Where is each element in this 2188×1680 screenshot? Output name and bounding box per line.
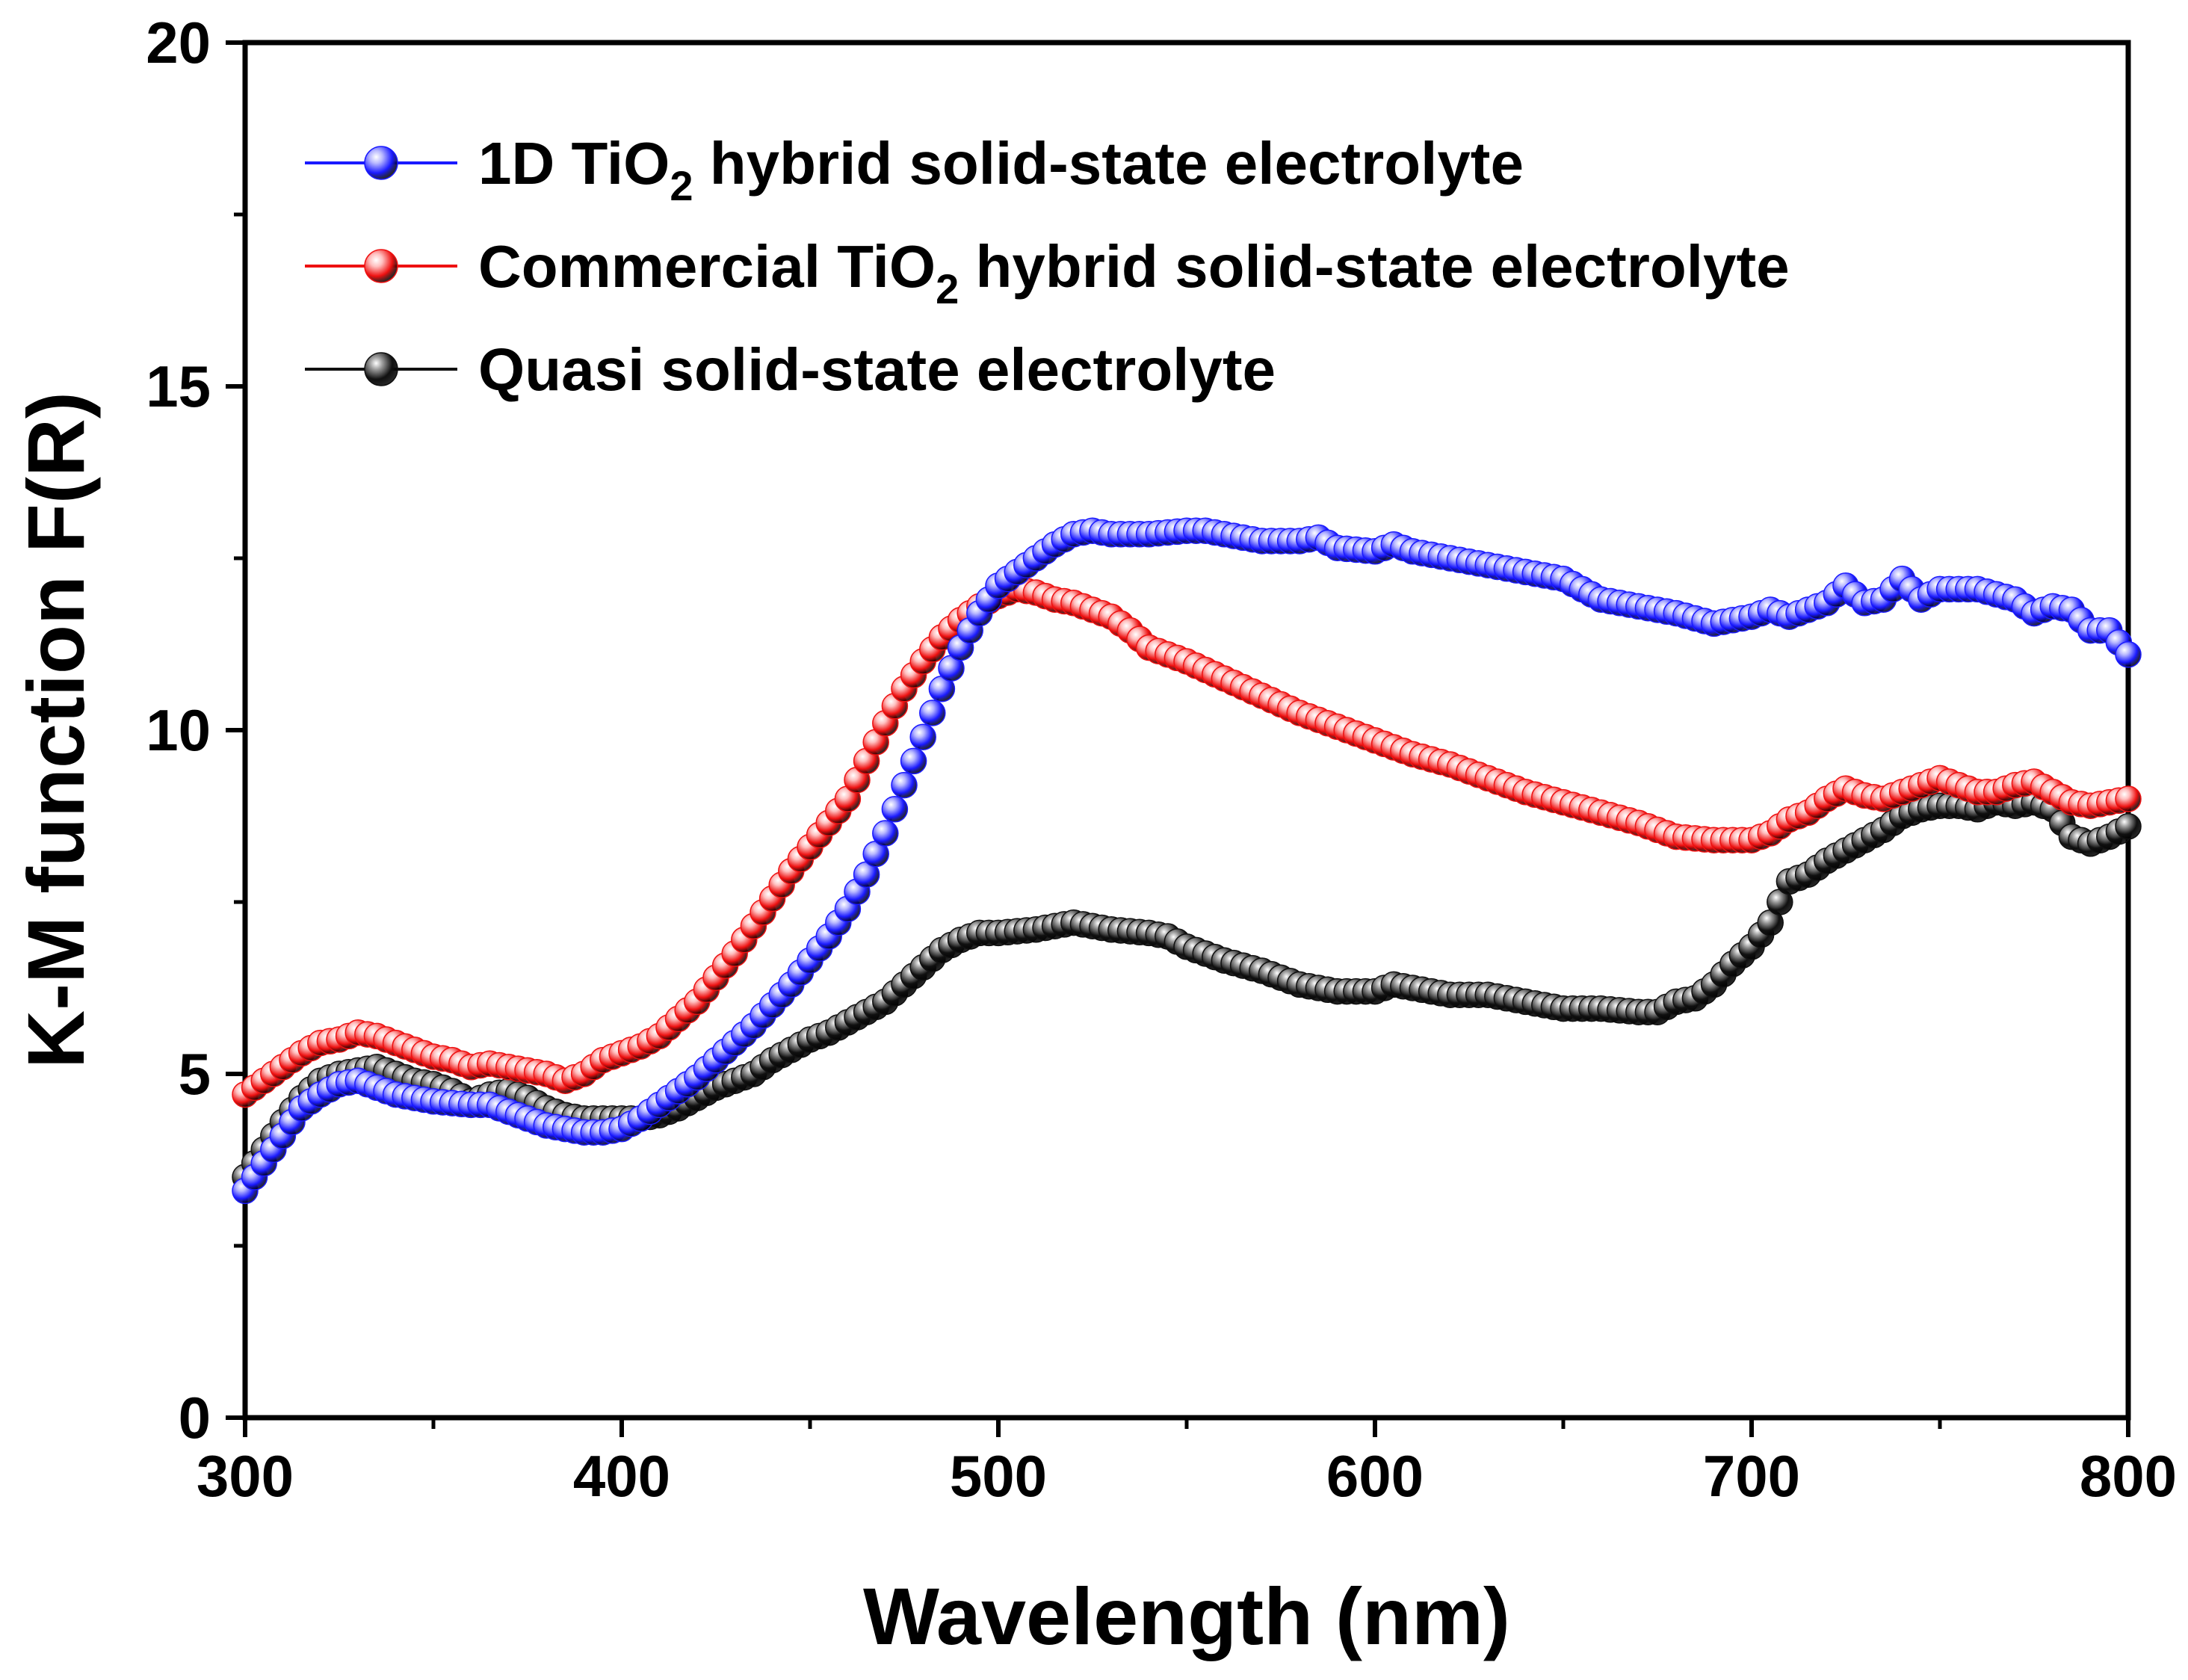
legend-label: Quasi solid-state electrolyte <box>478 336 1276 403</box>
axis-ticks: 300 400 500 600 700 800 0 5 10 15 20 <box>146 10 2177 1509</box>
x-tick-label: 800 <box>2080 1443 2177 1509</box>
y-tick-label: 10 <box>146 697 211 763</box>
legend-marker <box>364 146 398 180</box>
legend-label: 1D TiO2 hybrid solid-state electrolyte <box>478 130 1524 209</box>
legend-item: Quasi solid-state electrolyte <box>305 336 1276 403</box>
series-quasi-solid-state-electrolyte <box>232 788 2142 1190</box>
x-tick-label: 500 <box>950 1443 1047 1509</box>
legend-marker <box>364 249 398 283</box>
data-point <box>2115 641 2142 668</box>
data-point <box>2115 813 2142 840</box>
series-commercial-tio2-hybrid-solid-state-electrolyte <box>232 575 2142 1108</box>
legend-text: hybrid solid-state electrolyte <box>959 233 1789 300</box>
legend-marker <box>364 352 398 386</box>
legend-text: hybrid solid-state electrolyte <box>693 130 1524 197</box>
series-layer <box>232 517 2142 1205</box>
data-point <box>872 820 899 847</box>
legend-item: 1D TiO2 hybrid solid-state electrolyte <box>305 130 1524 209</box>
series-1d-tio2-hybrid-solid-state-electrolyte <box>232 517 2142 1205</box>
legend-subscript: 2 <box>936 265 959 312</box>
data-point <box>909 723 936 750</box>
legend-item: Commercial TiO2 hybrid solid-state elect… <box>305 233 1790 312</box>
legend-text: Quasi solid-state electrolyte <box>478 336 1276 403</box>
legend-text: Commercial TiO <box>478 233 936 300</box>
y-tick-label: 0 <box>179 1385 211 1451</box>
x-tick-label: 400 <box>573 1443 670 1509</box>
y-tick-label: 15 <box>146 353 211 419</box>
data-point <box>919 700 946 726</box>
legend: 1D TiO2 hybrid solid-state electrolyteCo… <box>305 130 1790 403</box>
x-axis-title: Wavelength (nm) <box>863 1571 1510 1661</box>
x-tick-label: 700 <box>1703 1443 1800 1509</box>
legend-subscript: 2 <box>670 162 693 209</box>
data-point <box>900 747 927 775</box>
data-point <box>881 796 909 823</box>
legend-text: 1D TiO <box>478 130 670 197</box>
y-tick-label: 5 <box>179 1041 211 1107</box>
x-tick-label: 600 <box>1326 1443 1424 1509</box>
legend-label: Commercial TiO2 hybrid solid-state elect… <box>478 233 1790 312</box>
data-point <box>2115 785 2142 812</box>
data-point <box>891 771 918 799</box>
x-tick-label: 300 <box>197 1443 294 1509</box>
y-tick-label: 20 <box>146 10 211 75</box>
y-axis-title: K-M function F(R) <box>10 392 101 1069</box>
